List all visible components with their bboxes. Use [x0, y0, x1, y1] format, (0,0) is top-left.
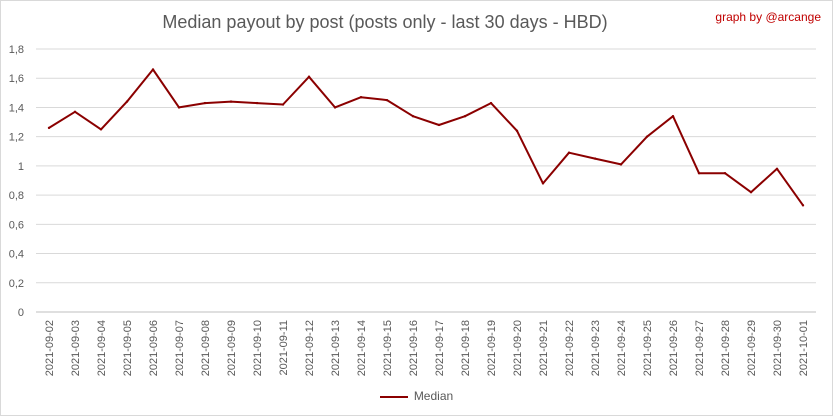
x-tick-label: 2021-09-18: [460, 320, 472, 376]
x-axis-ticks: 2021-09-02 2021-09-03 2021-09-04 2021-09-05…: [44, 320, 810, 376]
y-tick-label: 1,6: [9, 73, 24, 85]
x-tick-label: 2021-09-17: [434, 320, 446, 376]
y-tick-label: 0,4: [9, 249, 24, 261]
x-tick-label: 2021-09-11: [278, 320, 290, 375]
x-tick-label: 2021-09-26: [668, 320, 680, 376]
x-tick-label: 2021-09-10: [252, 320, 264, 376]
x-tick-label: 2021-09-05: [122, 320, 134, 376]
legend-swatch-median: [379, 395, 408, 398]
data-point: [619, 163, 623, 166]
x-tick-label: 2021-09-28: [720, 320, 732, 376]
data-point: [151, 68, 155, 71]
chart-title: Median payout by post (posts only - last…: [162, 12, 608, 32]
grid-lines: [36, 48, 816, 313]
x-tick-label: 2021-09-29: [746, 320, 758, 376]
y-tick-label: 0,2: [9, 278, 24, 290]
x-tick-label: 2021-09-12: [304, 320, 316, 376]
data-point: [463, 115, 467, 118]
x-tick-label: 2021-09-24: [616, 320, 628, 376]
series-line-median: [48, 68, 804, 206]
data-point: [203, 101, 207, 105]
data-point: [697, 171, 701, 175]
data-point: [801, 204, 805, 207]
data-point: [307, 75, 311, 78]
data-point: [437, 123, 441, 127]
x-tick-label: 2021-09-15: [382, 320, 394, 376]
x-tick-label: 2021-09-14: [356, 320, 368, 376]
x-tick-label: 2021-09-22: [564, 320, 576, 376]
x-tick-label: 2021-10-01: [798, 320, 810, 376]
data-point: [99, 128, 103, 131]
data-point: [333, 106, 337, 109]
data-point: [255, 101, 259, 105]
x-tick-label: 2021-09-06: [148, 320, 160, 376]
data-points: [47, 68, 805, 207]
x-tick-label: 2021-09-07: [174, 320, 186, 376]
x-tick-label: 2021-09-16: [408, 320, 420, 376]
data-point: [177, 106, 181, 109]
data-point: [47, 126, 51, 130]
y-tick-label: 1,4: [9, 102, 24, 114]
y-tick-label: 0,8: [9, 190, 24, 202]
data-point: [489, 101, 493, 105]
data-point: [385, 98, 389, 102]
x-tick-label: 2021-09-25: [642, 320, 654, 376]
legend-label-median: Median: [413, 389, 454, 403]
data-point: [125, 100, 129, 103]
data-point: [671, 115, 675, 118]
x-tick-label: 2021-09-03: [70, 320, 82, 376]
data-point: [73, 110, 77, 114]
y-tick-label: 1: [18, 161, 24, 173]
credit-label: graph by @arcange: [715, 10, 821, 24]
x-tick-label: 2021-09-02: [44, 320, 56, 376]
y-tick-label: 0,6: [9, 219, 24, 231]
data-point: [411, 115, 415, 118]
data-point: [229, 100, 233, 103]
y-axis-ticks: 0 0,2 0,4 0,6 0,8 1 1,2 1,4 1,6 1,8: [9, 44, 24, 319]
x-tick-label: 2021-09-27: [694, 320, 706, 376]
x-tick-label: 2021-09-19: [486, 320, 498, 376]
x-tick-label: 2021-09-13: [330, 320, 342, 376]
y-tick-label: 1,2: [9, 132, 24, 144]
y-tick-label: 0: [18, 307, 24, 319]
data-point: [567, 151, 571, 154]
x-tick-label: 2021-09-23: [590, 320, 602, 376]
data-point: [515, 129, 519, 133]
data-point: [359, 96, 363, 99]
data-point: [593, 157, 597, 160]
x-tick-label: 2021-09-04: [96, 320, 108, 376]
data-point: [749, 190, 753, 194]
legend: Median: [0, 389, 833, 403]
data-point: [645, 135, 649, 138]
data-point: [541, 182, 545, 185]
x-tick-label: 2021-09-21: [538, 320, 550, 376]
y-tick-label: 1,8: [9, 44, 24, 56]
data-point: [775, 167, 779, 171]
data-point: [723, 171, 727, 175]
x-tick-label: 2021-09-08: [200, 320, 212, 376]
x-tick-label: 2021-09-20: [512, 320, 524, 376]
x-tick-label: 2021-09-09: [226, 320, 238, 376]
x-tick-label: 2021-09-30: [772, 320, 784, 376]
data-point: [281, 103, 285, 106]
